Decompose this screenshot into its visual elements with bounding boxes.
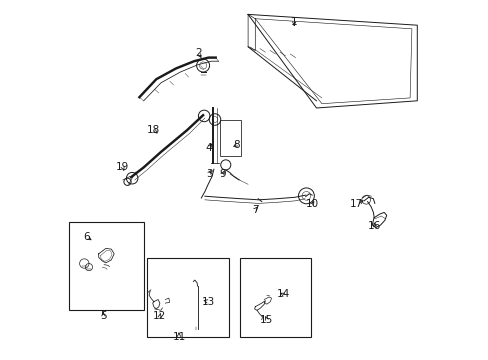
Text: 3: 3	[205, 168, 212, 179]
Text: 11: 11	[172, 332, 185, 342]
Text: 4: 4	[205, 143, 211, 153]
Text: 19: 19	[116, 162, 129, 172]
Text: 7: 7	[251, 204, 258, 215]
Text: 15: 15	[260, 315, 273, 325]
Text: 8: 8	[233, 140, 240, 150]
Text: 10: 10	[305, 199, 318, 210]
Text: 1: 1	[290, 17, 297, 27]
Text: 2: 2	[195, 48, 202, 58]
Text: 5: 5	[100, 311, 106, 321]
Text: 14: 14	[276, 289, 289, 300]
Bar	[240, 258, 311, 337]
Text: 9: 9	[219, 168, 226, 179]
Text: 18: 18	[147, 125, 160, 135]
Text: 13: 13	[202, 297, 215, 307]
Bar	[69, 222, 143, 310]
Bar	[220, 120, 241, 156]
Bar	[146, 258, 229, 337]
Text: 12: 12	[153, 311, 166, 321]
Text: 6: 6	[83, 232, 90, 242]
Text: 17: 17	[349, 199, 363, 210]
Text: 16: 16	[367, 221, 381, 231]
